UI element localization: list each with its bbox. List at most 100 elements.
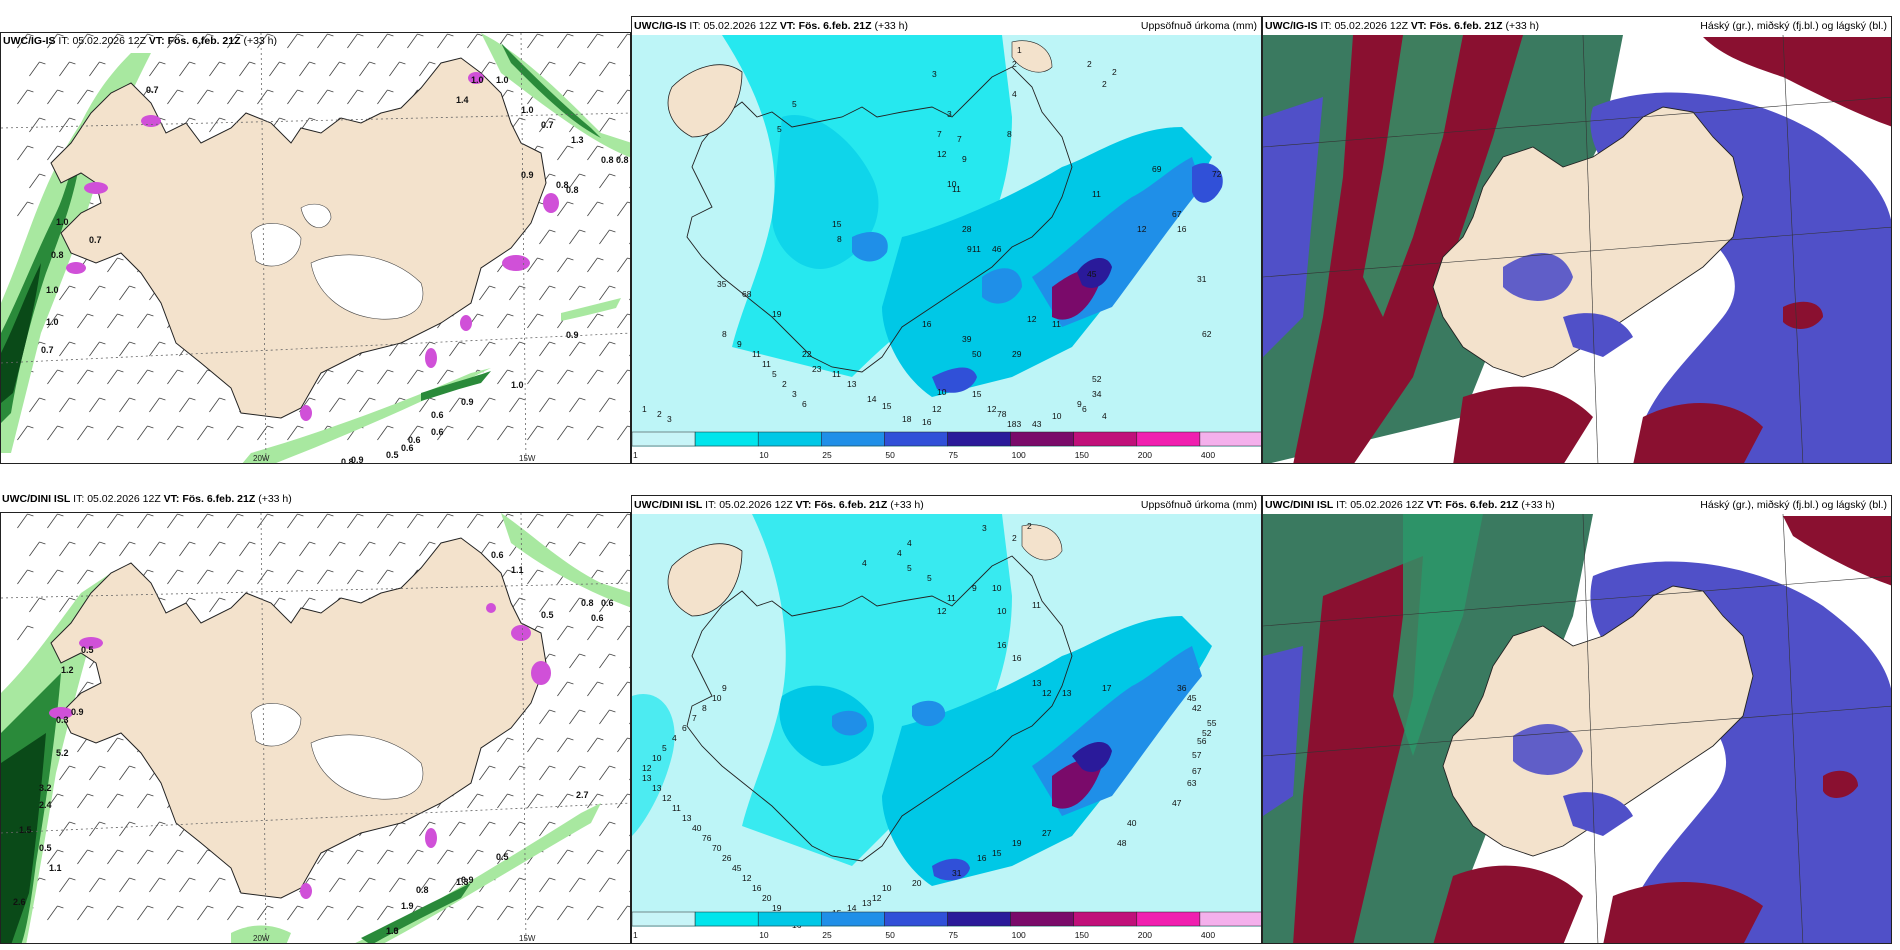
wind-barb-flag (177, 513, 184, 517)
legend-tick: 1 (633, 450, 638, 460)
wind-barb-flag (489, 341, 496, 345)
wind-barb-flag (357, 369, 364, 373)
wind-barb-flag (597, 737, 604, 741)
wind-barb (149, 821, 160, 837)
wind-barb-flag (549, 541, 556, 545)
wind-barb (569, 765, 580, 781)
precip-value-labels: 0.71.0 1.01.41.00.71.30.8 0.80.90.80.81.00… (41, 75, 629, 463)
precip-value: 1.0 (386, 926, 399, 936)
precip-value: 10 (992, 583, 1002, 593)
wind-barb (149, 341, 160, 357)
model-name: UWC/IG-IS (634, 20, 687, 32)
wind-barb-flag (417, 425, 424, 429)
precip-value: 11 (762, 359, 771, 369)
wind-barb-flag (237, 33, 244, 37)
wind-barb-flag (597, 89, 604, 93)
wind-barb (347, 33, 358, 49)
precip-value: 1 (642, 404, 647, 414)
wind-barb (197, 849, 208, 865)
precip-value: 0.9 (461, 397, 474, 407)
wind-barb (377, 905, 388, 921)
wind-barb-flag (507, 793, 514, 797)
iceland-land (1442, 585, 1754, 857)
wind-barb (107, 257, 118, 273)
wind-barb-flag (609, 285, 616, 289)
wind-barb-flag (609, 61, 616, 65)
wind-barb-flag (99, 285, 106, 289)
wind-barb-flag (519, 117, 526, 121)
wind-barb-flag (459, 341, 466, 345)
wind-barb (599, 397, 610, 413)
wind-barb-flag (609, 709, 616, 713)
precip-value: 1 (1017, 45, 1022, 55)
it-value: 05.02.2026 12Z (703, 20, 777, 32)
wind-barb-flag (69, 285, 76, 289)
wind-barb-flag (627, 201, 630, 204)
legend-tick: 10 (759, 450, 769, 460)
wind-barb-flag (147, 89, 154, 93)
wind-barb-flag (579, 877, 586, 881)
precip-value: 8 (837, 234, 842, 244)
vt-label: VT: (795, 499, 812, 511)
wind-barb (47, 905, 58, 921)
wind-barb-flag (447, 849, 454, 853)
wind-barb (107, 737, 118, 753)
wind-barb (107, 513, 118, 529)
map-wind-barbs-bottom: 0.61.10.50.8 0.60.60.51.20.90.35.23.22.41… (1, 513, 630, 943)
wind-barb (227, 569, 238, 585)
precip-value: 72 (1212, 169, 1222, 179)
wind-barb (17, 201, 28, 217)
wind-barb (257, 89, 268, 105)
wind-barb-flag (69, 61, 76, 65)
wind-barb-flag (189, 397, 196, 401)
wind-barb-flag (159, 541, 166, 545)
wind-barb (557, 145, 568, 161)
precip-value: 0.8 (416, 885, 429, 895)
wind-barb (149, 541, 160, 557)
precip-value: 9 (737, 339, 742, 349)
model-name: UWC/DINI ISL (2, 493, 71, 505)
wind-barb (599, 709, 610, 725)
wind-barb-flag (69, 877, 76, 881)
wind-barb-flag (159, 877, 166, 881)
lon-label-20w: 20W (253, 934, 270, 943)
wind-barb (17, 425, 28, 441)
lead-time: (+33 h) (1505, 20, 1540, 32)
precip-value: 40 (1127, 818, 1137, 828)
precip-value: 12 (932, 404, 942, 414)
wind-barb (449, 341, 460, 357)
wind-barb (227, 513, 238, 529)
legend-swatch (632, 431, 696, 447)
precip-value: 0.3 (56, 715, 69, 725)
wind-barb-flag (267, 89, 274, 93)
wind-barb-flag (537, 369, 544, 373)
legend-swatch (1073, 911, 1138, 927)
wind-barb-flag (579, 765, 586, 769)
legend-swatch (884, 431, 948, 447)
wind-barb (617, 513, 628, 529)
wind-barb (497, 425, 508, 441)
wind-barb (509, 821, 520, 837)
wind-barb-flag (279, 61, 286, 65)
wind-barb (137, 425, 148, 441)
wind-barb-flag (387, 905, 394, 909)
precip-value: 183 (1007, 419, 1021, 429)
wind-barb (557, 793, 568, 809)
precip-value: 29 (1012, 349, 1022, 359)
precip-value: 2 (1027, 521, 1032, 531)
wind-barb-flag (609, 117, 616, 121)
wind-barb (89, 541, 100, 557)
vt-value: Fös. 6.feb. 21Z (1429, 20, 1503, 32)
precip-value: 0.8 (51, 250, 64, 260)
wind-barb (59, 877, 70, 893)
precip-green-west (1, 53, 151, 453)
wind-barb-flag (417, 513, 424, 517)
precip-value: 5 (792, 99, 797, 109)
wind-barb-flag (177, 569, 184, 573)
wind-barb-flag (219, 877, 226, 881)
wind-barb-flag (39, 397, 46, 401)
legend-tick: 400 (1201, 450, 1215, 460)
wind-barb-flag (57, 89, 64, 93)
precip-value: 20 (912, 878, 922, 888)
